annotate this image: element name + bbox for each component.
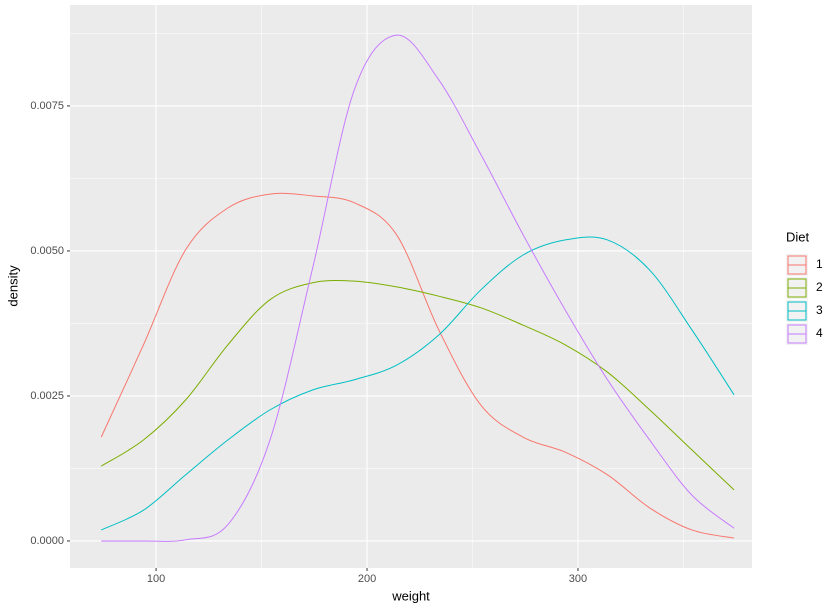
density-line	[100, 280, 735, 491]
legend-swatch-box	[787, 255, 807, 275]
legend-label: 2	[816, 280, 823, 294]
legend-label: 4	[816, 326, 823, 340]
y-tick-label: 0.0050	[30, 245, 64, 257]
y-tick-label: 0.0025	[30, 390, 64, 402]
legend-label: 1	[816, 257, 823, 271]
density-line	[101, 34, 735, 542]
x-axis-title: weight	[391, 588, 430, 603]
x-tick-label: 100	[147, 573, 165, 585]
legend-swatch-box	[787, 324, 807, 344]
panel	[70, 5, 752, 568]
x-tick-label: 200	[358, 573, 376, 585]
x-tick-label: 300	[569, 573, 587, 585]
density-line	[101, 236, 735, 531]
density-line	[100, 192, 735, 539]
y-axis-title: density	[5, 265, 20, 307]
legend-label: 3	[816, 303, 823, 317]
legend-swatch-box	[787, 278, 807, 298]
y-tick-label: 0.0000	[30, 535, 64, 547]
y-tick-label: 0.0075	[30, 100, 64, 112]
legend-swatch-box	[787, 301, 807, 321]
legend-title: Diet	[786, 229, 810, 244]
